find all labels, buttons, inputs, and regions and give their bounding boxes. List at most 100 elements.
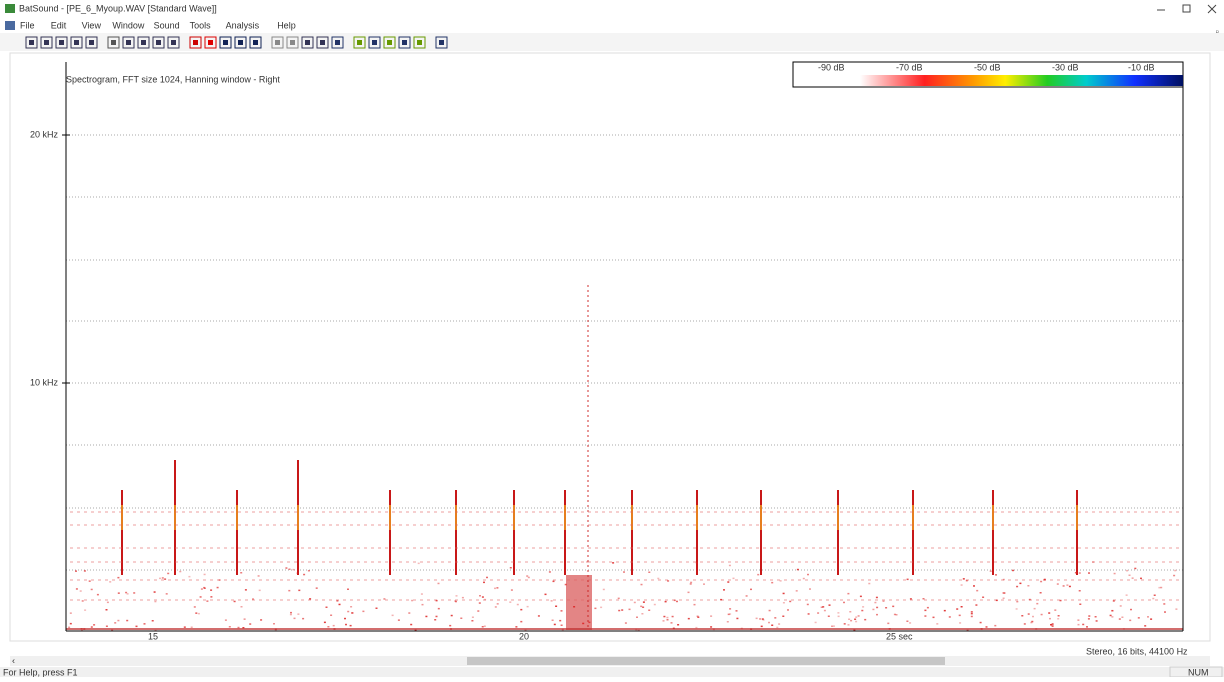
noise-speck: [868, 583, 870, 585]
doc-icon: [5, 21, 15, 30]
menu-item[interactable]: Window: [112, 20, 145, 30]
menu-item[interactable]: Sound: [154, 20, 180, 30]
noise-speck: [774, 617, 776, 619]
noise-speck: [621, 609, 623, 611]
noise-speck: [996, 600, 998, 602]
noise-speck: [982, 597, 984, 599]
noise-speck: [625, 622, 627, 624]
noise-speck: [833, 625, 835, 627]
noise-speck: [586, 561, 588, 563]
noise-speck: [167, 573, 169, 575]
noise-speck: [561, 625, 563, 627]
noise-speck: [159, 578, 161, 580]
noise-speck: [479, 595, 481, 597]
noise-speck: [1088, 572, 1090, 574]
noise-speck: [1111, 616, 1113, 618]
noise-speck: [290, 614, 292, 616]
noise-speck: [1021, 615, 1023, 617]
menu-item[interactable]: File: [20, 20, 35, 30]
noise-speck: [980, 622, 982, 624]
noise-speck: [344, 618, 346, 620]
noise-speck: [894, 614, 896, 616]
noise-speck: [1036, 603, 1038, 605]
noise-speck: [1138, 617, 1140, 619]
noise-speck: [509, 601, 511, 603]
document-area: [10, 53, 1210, 641]
noise-speck: [350, 625, 352, 627]
menu-item[interactable]: View: [82, 20, 102, 30]
noise-speck: [438, 608, 440, 610]
noise-speck: [68, 627, 70, 629]
noise-speck: [494, 588, 496, 590]
noise-speck: [966, 580, 968, 582]
noise-speck: [1016, 586, 1018, 588]
menu-item[interactable]: Edit: [51, 20, 67, 30]
noise-speck: [383, 598, 385, 600]
noise-speck: [451, 615, 453, 617]
noise-speck: [677, 624, 679, 626]
noise-speck: [907, 579, 909, 581]
noise-speck: [1030, 622, 1032, 624]
scroll-left[interactable]: ‹: [12, 655, 15, 665]
noise-speck: [1134, 568, 1136, 570]
noise-speck: [497, 603, 499, 605]
noise-speck: [114, 622, 116, 624]
noise-speck: [1158, 587, 1160, 589]
noise-speck: [410, 624, 412, 626]
noise-speck: [648, 610, 650, 612]
noise-speck: [1088, 615, 1090, 617]
noise-speck: [976, 590, 978, 592]
toolbar-glyph: [141, 40, 146, 45]
noise-speck: [1028, 613, 1030, 615]
noise-speck: [1079, 572, 1081, 574]
noise-speck: [259, 590, 261, 592]
noise-speck: [166, 593, 168, 595]
noise-speck: [495, 606, 497, 608]
noise-speck: [618, 598, 620, 600]
noise-speck: [1016, 608, 1018, 610]
noise-speck: [771, 582, 773, 584]
noise-speck: [828, 616, 830, 618]
toolbar-glyph: [253, 40, 258, 45]
menu-item[interactable]: Analysis: [226, 20, 260, 30]
noise-speck: [515, 626, 517, 628]
toolbar-glyph: [44, 40, 49, 45]
x-label: 25 sec: [886, 631, 913, 641]
noise-speck: [324, 622, 326, 624]
noise-speck: [736, 610, 738, 612]
scroll-thumb[interactable]: [467, 657, 945, 665]
noise-speck: [759, 618, 761, 620]
noise-speck: [723, 589, 725, 591]
noise-speck: [289, 569, 291, 571]
noise-speck: [769, 610, 771, 612]
noise-speck: [70, 623, 72, 625]
noise-speck: [1003, 579, 1005, 581]
noise-speck: [118, 592, 120, 594]
noise-speck: [746, 595, 748, 597]
noise-speck: [194, 606, 196, 608]
noise-speck: [553, 581, 555, 583]
noise-speck: [874, 602, 876, 604]
noise-speck: [855, 621, 857, 623]
noise-speck: [861, 610, 863, 612]
noise-speck: [1041, 614, 1043, 616]
noise-speck: [838, 616, 840, 618]
noise-speck: [551, 600, 553, 602]
noise-speck: [229, 626, 231, 628]
noise-speck: [858, 615, 860, 617]
toolbar-glyph: [320, 40, 325, 45]
noise-speck: [347, 611, 349, 613]
menu-item[interactable]: Tools: [190, 20, 212, 30]
noise-speck: [303, 574, 305, 576]
noise-speck: [694, 604, 696, 606]
noise-speck: [1121, 617, 1123, 619]
window-title: BatSound - [PE_6_Myoup.WAV [Standard Wav…: [19, 3, 217, 13]
menu-item[interactable]: Help: [277, 20, 296, 30]
noise-speck: [460, 618, 462, 620]
noise-speck: [936, 623, 938, 625]
noise-speck: [565, 584, 567, 586]
noise-speck: [162, 577, 164, 579]
toolbar-glyph: [29, 40, 34, 45]
noise-speck: [634, 602, 636, 604]
toolbar-glyph: [59, 40, 64, 45]
